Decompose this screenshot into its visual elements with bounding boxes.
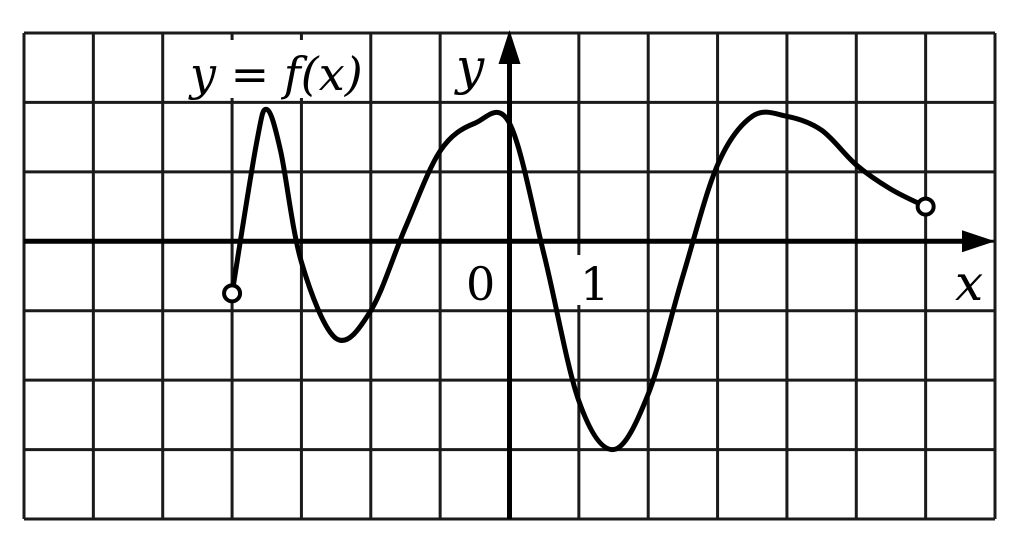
x-label-bg xyxy=(951,258,993,306)
function-label-bg xyxy=(186,40,366,98)
open-endpoint-left xyxy=(222,283,243,304)
function-curve xyxy=(229,106,929,453)
x-axis-arrow xyxy=(962,230,995,253)
unit-label-bg xyxy=(577,255,607,305)
x-axis-label: x xyxy=(955,254,983,312)
open-endpoint-right xyxy=(915,196,936,217)
origin-label-bg xyxy=(464,255,500,305)
y-axis-arrow xyxy=(498,30,521,64)
y-axis-label: y xyxy=(454,38,485,96)
origin-label: 0 xyxy=(466,257,495,311)
y-label-bg xyxy=(452,40,492,92)
series-layer xyxy=(222,106,936,453)
unit-label: 1 xyxy=(580,257,609,311)
function-label: y = f(x) xyxy=(188,47,363,101)
